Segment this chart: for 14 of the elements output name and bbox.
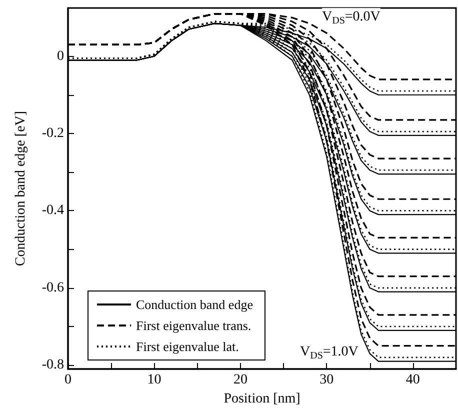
y-tick-label: -0.4 <box>42 203 64 218</box>
y-tick-label: 0 <box>57 48 64 64</box>
y-tick-label: -0.6 <box>42 280 64 296</box>
y-axis-title: Conduction band edge [eV] <box>14 110 28 266</box>
x-tick-label: 40 <box>406 372 420 388</box>
y-tick-label: -0.8 <box>42 358 64 373</box>
x-tick-label: 30 <box>320 372 334 388</box>
y-tick-label: -0.2 <box>42 126 64 141</box>
legend-label: Conduction band edge <box>136 297 254 312</box>
legend-label: First eigenvalue trans. <box>136 318 252 333</box>
x-axis-title: Position [nm] <box>224 391 300 406</box>
x-tick-label: 20 <box>233 372 248 388</box>
legend-label: First eigenvalue lat. <box>136 339 239 354</box>
x-tick-label: 10 <box>147 372 162 388</box>
